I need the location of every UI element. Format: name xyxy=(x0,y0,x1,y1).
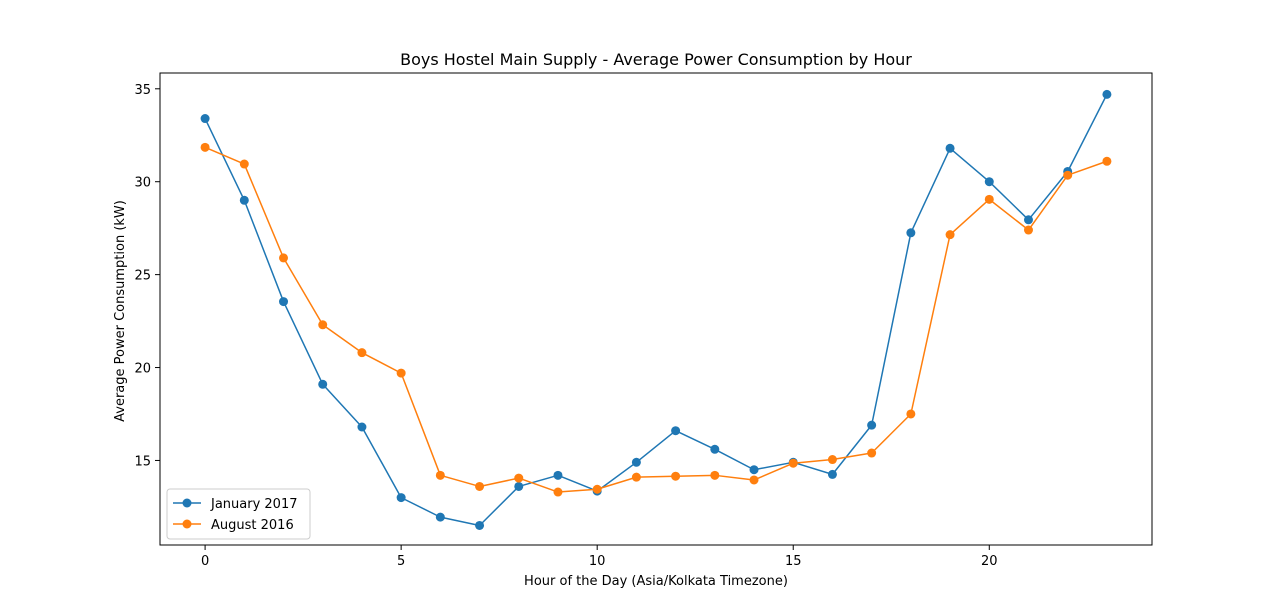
data-point xyxy=(710,470,720,480)
x-tick-label: 20 xyxy=(981,554,998,569)
y-tick-label: 30 xyxy=(134,176,151,191)
series-line xyxy=(204,94,1108,527)
data-point xyxy=(867,420,877,430)
y-tick-label: 15 xyxy=(134,454,151,469)
data-point xyxy=(984,177,994,187)
data-point xyxy=(396,368,406,378)
legend: January 2017 August 2016 xyxy=(166,488,311,540)
data-point xyxy=(357,348,367,358)
data-point xyxy=(435,470,445,480)
legend-label: August 2016 xyxy=(211,518,294,533)
data-point xyxy=(239,195,249,205)
x-tick-label: 15 xyxy=(785,554,802,569)
data-point xyxy=(514,473,524,483)
series-layer xyxy=(200,89,1112,530)
data-point xyxy=(749,475,759,485)
legend-label: January 2017 xyxy=(210,497,298,512)
data-point xyxy=(1023,225,1033,235)
series-line xyxy=(204,146,1108,493)
data-point xyxy=(631,472,641,482)
data-point xyxy=(553,470,563,480)
data-point xyxy=(906,228,916,238)
data-point xyxy=(200,114,210,124)
legend-marker xyxy=(182,498,192,508)
data-point xyxy=(631,457,641,467)
x-axis: 0 5 10 15 20 xyxy=(201,545,998,569)
x-tick-label: 0 xyxy=(201,554,209,569)
legend-marker xyxy=(182,519,192,529)
data-point xyxy=(671,426,681,436)
data-point xyxy=(592,484,602,494)
data-point xyxy=(318,379,328,389)
legend-item: August 2016 xyxy=(173,518,294,533)
data-point xyxy=(357,422,367,432)
plot-area xyxy=(159,72,1153,546)
data-point xyxy=(435,512,445,522)
data-point xyxy=(200,142,210,152)
x-tick-label: 5 xyxy=(397,554,405,569)
data-point xyxy=(906,409,916,419)
data-point xyxy=(1023,215,1033,225)
data-point xyxy=(945,143,955,153)
y-tick-label: 35 xyxy=(134,83,151,98)
data-point xyxy=(827,455,837,465)
legend-item: January 2017 xyxy=(173,497,298,512)
data-point xyxy=(984,194,994,204)
data-point xyxy=(1102,156,1112,166)
data-point xyxy=(553,487,563,497)
y-axis-label: Average Power Consumption (kW) xyxy=(113,200,128,422)
data-point xyxy=(318,320,328,330)
chart-title: Boys Hostel Main Supply - Average Power … xyxy=(400,50,912,69)
legend-box xyxy=(166,488,311,540)
data-point xyxy=(239,159,249,169)
data-point xyxy=(279,297,289,307)
series-2 xyxy=(200,142,1112,497)
y-axis: 15 20 25 30 35 xyxy=(134,83,160,469)
y-tick-label: 25 xyxy=(134,269,151,284)
x-tick-label: 10 xyxy=(589,554,606,569)
data-point xyxy=(867,448,877,458)
data-point xyxy=(671,471,681,481)
data-point xyxy=(827,469,837,479)
data-point xyxy=(514,481,524,491)
data-point xyxy=(710,444,720,454)
data-point xyxy=(1063,170,1073,180)
data-point xyxy=(945,230,955,240)
data-point xyxy=(279,253,289,263)
data-point xyxy=(475,481,485,491)
x-axis-label: Hour of the Day (Asia/Kolkata Timezone) xyxy=(524,574,788,589)
data-point xyxy=(1102,89,1112,99)
y-tick-label: 20 xyxy=(134,362,151,377)
data-point xyxy=(475,520,485,530)
data-point xyxy=(788,458,798,468)
data-point xyxy=(396,493,406,503)
data-point xyxy=(749,465,759,475)
